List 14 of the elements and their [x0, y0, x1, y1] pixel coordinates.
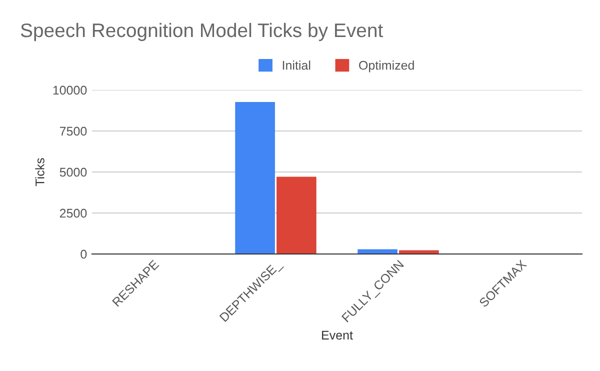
legend-label: Optimized — [359, 60, 414, 72]
y-tick-label: 0 — [80, 250, 87, 259]
x-axis-title: Event — [322, 330, 353, 340]
bar — [358, 249, 398, 254]
y-tick-label: 5000 — [60, 168, 87, 177]
chart-title: Speech Recognition Model Ticks by Event — [20, 22, 384, 42]
bar — [235, 102, 275, 254]
bar — [399, 250, 439, 254]
legend-label: Initial — [282, 60, 310, 70]
y-tick-label: 10000 — [53, 86, 87, 95]
y-tick-label: 2500 — [60, 208, 87, 218]
y-axis-title: Ticks — [35, 158, 44, 186]
y-tick-label: 7500 — [60, 126, 87, 136]
bar — [276, 176, 316, 254]
